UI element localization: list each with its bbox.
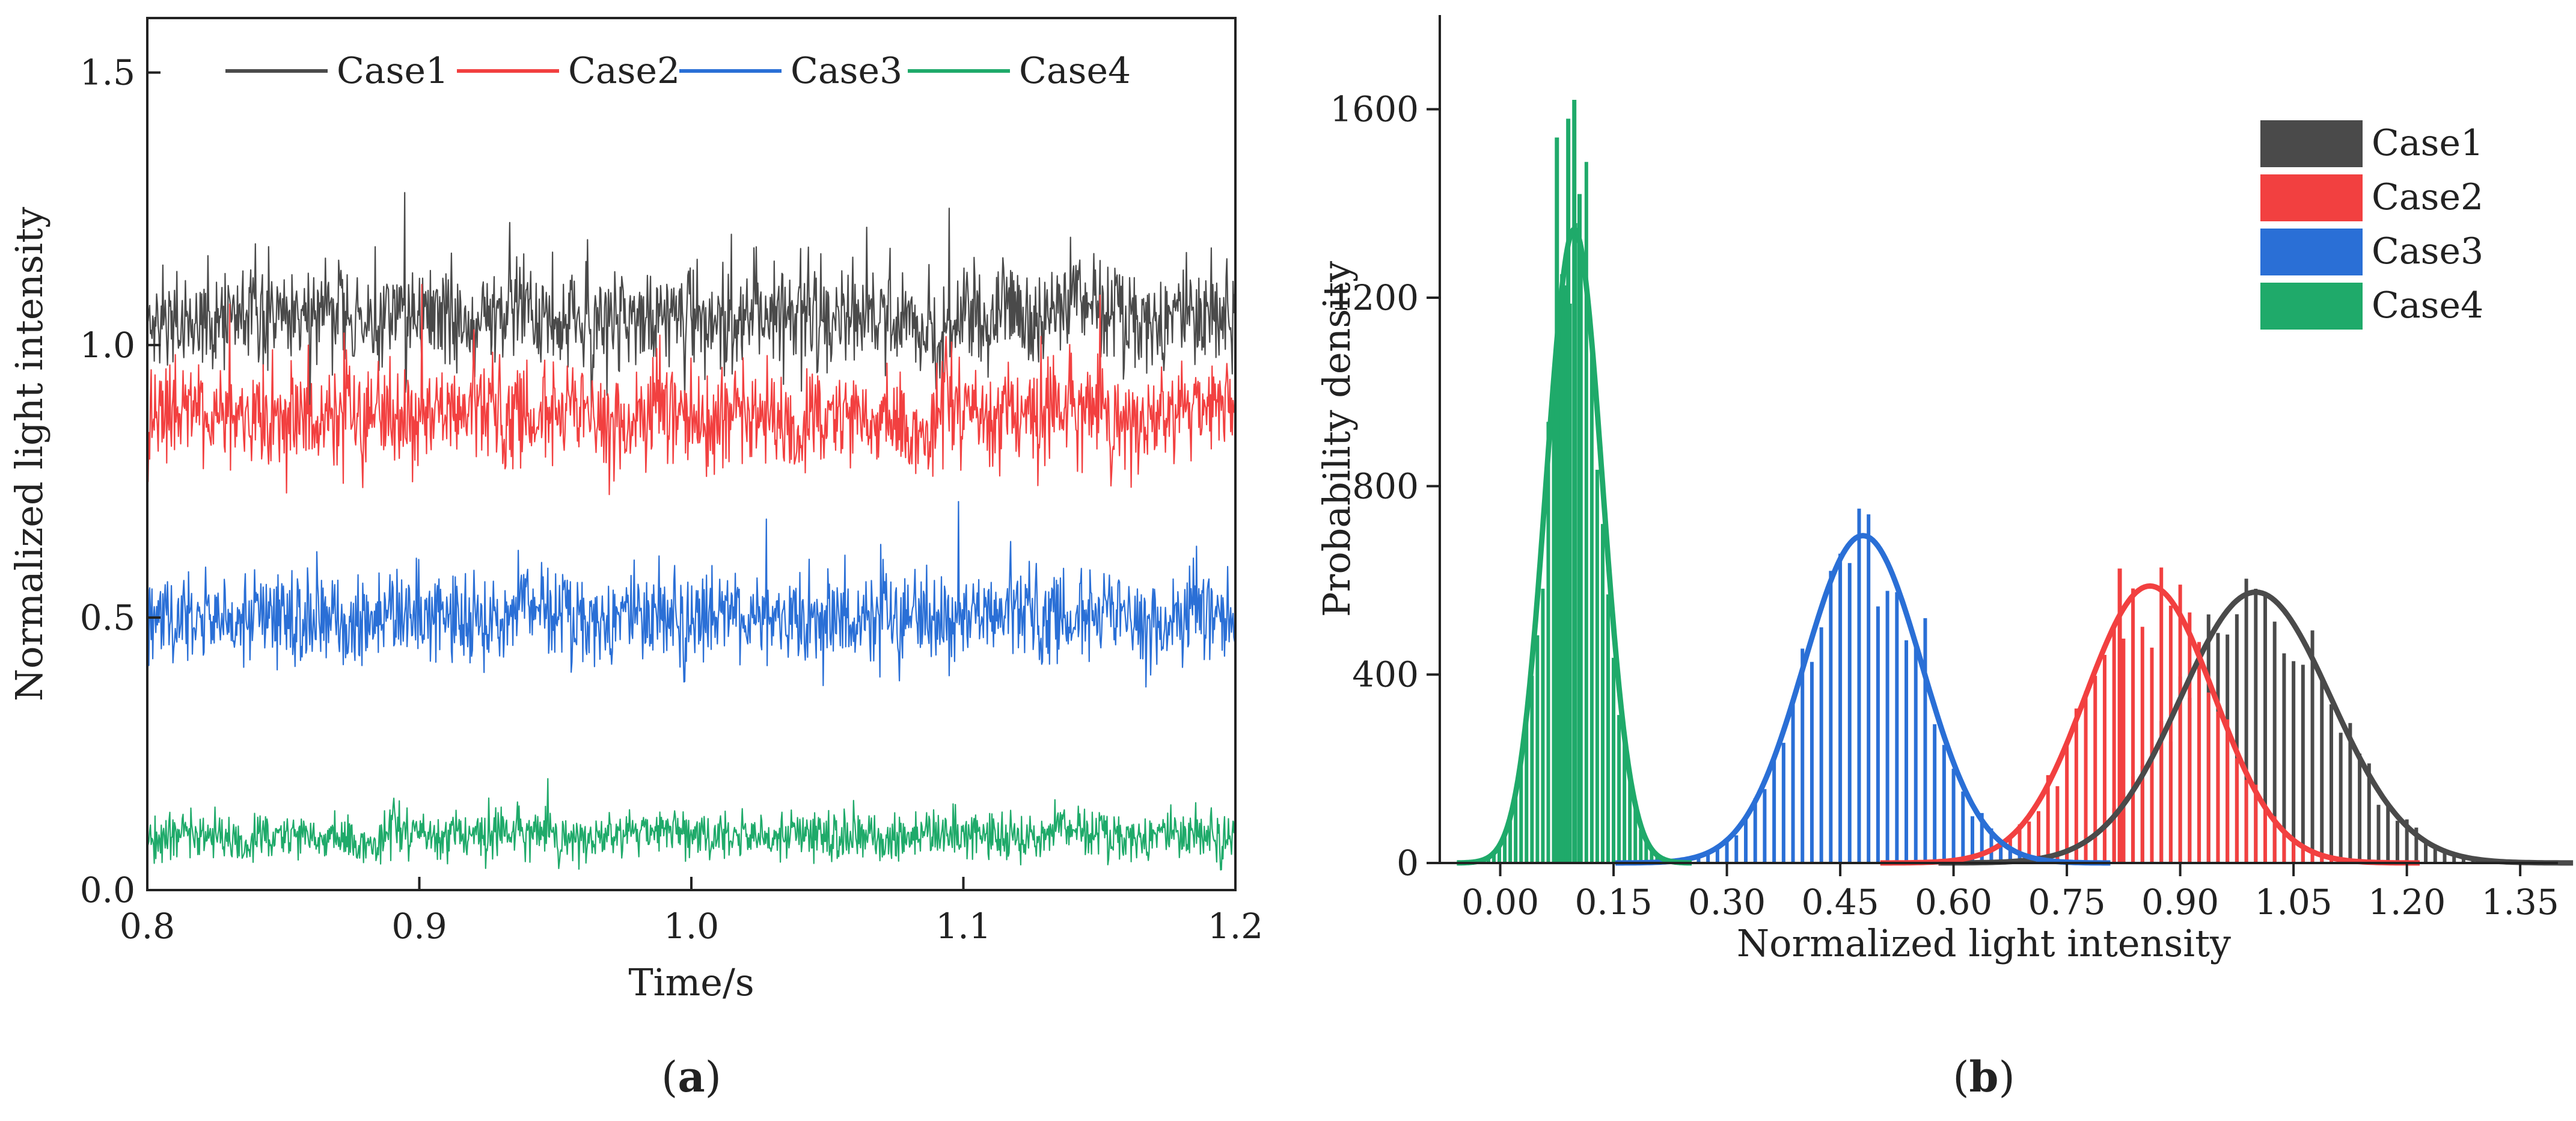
panel-b-legend-item-case2: Case2 (2260, 174, 2483, 221)
panel-b-bars-case3 (1687, 508, 2040, 863)
panel-b-y-axis-title: Probability density (1315, 261, 1359, 617)
panel-b-legend-item-case1: Case1 (2260, 120, 2483, 167)
panel-a-legend-label: Case3 (791, 50, 902, 92)
panel-b-legend-swatch (2260, 174, 2363, 221)
panel-a-time-series: 0.8 0.9 1.0 1.1 1.2 0.00.51.01.5 Case1 Case2 C… (7, 17, 1263, 1102)
panel-b-x-tick-label: 1.35 (2482, 882, 2559, 923)
panel-b-y-axis: 0 400 800 1200 1600 (1330, 89, 1440, 883)
panel-a-x-tick-label: 1.0 (664, 906, 719, 947)
panel-b-plot-area (1440, 15, 2558, 863)
panel-a-legend-label: Case1 (337, 50, 448, 92)
panel-b-legend-swatch (2260, 120, 2363, 167)
panel-b-legend-item-case3: Case3 (2260, 229, 2483, 275)
panel-b-x-tick-label: 0.00 (1461, 882, 1539, 923)
panel-a-y-tick-label: 0.0 (80, 870, 135, 911)
panel-a-x-tick-label: 1.2 (1208, 906, 1263, 947)
panel-b-x-tick-label: 1.20 (2368, 882, 2446, 923)
panel-a-label-letter: a (678, 1052, 705, 1102)
panel-b-legend-swatch (2260, 229, 2363, 275)
panel-b-legend-label: Case4 (2372, 284, 2483, 327)
panel-b-x-axis-title: Normalized light intensity (1737, 921, 2231, 965)
panel-b-legend-label: Case3 (2372, 230, 2483, 272)
panel-a-y-tick-label: 1.5 (80, 52, 135, 93)
panel-b-bars-group (1475, 100, 2494, 863)
panel-a-y-axis: 0.0 0.5 1.0 1.5 (80, 52, 161, 911)
panel-a-series-case2 (147, 284, 1237, 496)
panel-b-fit-curves-group (1457, 226, 2574, 866)
panel-b-x-tick-label: 0.75 (2028, 882, 2106, 923)
panel-b-label: (b) (1953, 1052, 2015, 1102)
panel-a-legend: Case1 Case2 Case3 Case4 (225, 50, 1131, 92)
panel-b-bars-case4 (1475, 162, 1675, 863)
panel-a-series-case3 (146, 500, 1237, 688)
panel-a-plot-area (147, 18, 1235, 890)
panel-b-legend-swatch (2260, 283, 2363, 330)
panel-a-legend-label: Case4 (1019, 50, 1131, 92)
panel-a-y-tick-label: 1.0 (80, 325, 135, 366)
panel-b-x-tick-label: 0.90 (2141, 882, 2219, 923)
panel-b-fit-curve-case2 (1880, 583, 2420, 866)
panel-b-x-tick-label: 0.45 (1802, 882, 1879, 923)
panel-b-y-tick-label: 400 (1352, 654, 1419, 695)
panel-b-y-tick-label: 800 (1352, 465, 1419, 506)
panel-a-x-axis-title: Time/s (628, 960, 754, 1004)
panel-a-label: (a) (661, 1052, 721, 1102)
panel-a-x-tick-label: 0.8 (120, 906, 175, 947)
panel-a-legend-label: Case2 (568, 50, 680, 92)
panel-b-x-tick-label: 0.30 (1688, 882, 1766, 923)
panel-b-label-letter: b (1969, 1052, 1999, 1102)
panel-b-fit-curve-case3 (1615, 533, 2111, 866)
panel-a-series-group (146, 192, 1237, 871)
panel-b-bars-case2 (1951, 567, 2343, 863)
panel-b-legend-label: Case1 (2372, 122, 2483, 164)
panel-b-y-tick-label: 1600 (1330, 89, 1419, 130)
panel-a-legend-item-case4: Case4 (908, 50, 1131, 92)
panel-a-y-axis-title: Normalized light intensity (7, 207, 51, 701)
panel-b-y-tick-label: 0 (1397, 843, 1419, 883)
panel-b-x-tick-label: 0.60 (1915, 882, 1992, 923)
panel-a-legend-item-case2: Case2 (457, 50, 680, 92)
panel-a-series-case1 (146, 192, 1237, 408)
panel-b-fit-curve-case4 (1457, 226, 1692, 866)
panel-b-y-tick-label: 1200 (1330, 277, 1419, 318)
panel-b-x-axis: 0.00 0.15 0.30 0.45 0.60 0.75 0.90 1.05 1.20 1.35 (1461, 863, 2559, 923)
panel-a-legend-item-case3: Case3 (679, 50, 902, 92)
panel-a-x-tick-label: 1.1 (935, 906, 991, 947)
panel-a-x-axis: 0.8 0.9 1.0 1.1 1.2 (120, 877, 1263, 947)
panel-a-series-case4 (146, 778, 1237, 871)
panel-b-histogram: 0.00 0.15 0.30 0.45 0.60 0.75 0.90 1.05 1.20 1.35… (1315, 15, 2574, 1102)
panel-a-x-tick-label: 0.9 (391, 906, 447, 947)
panel-b-legend-label: Case2 (2372, 176, 2483, 218)
panel-b-x-tick-label: 0.15 (1574, 882, 1652, 923)
panel-b-legend: Case1 Case2 Case3 Case4 (2260, 120, 2483, 330)
panel-b-legend-item-case4: Case4 (2260, 283, 2483, 330)
panel-b-x-tick-label: 1.05 (2255, 882, 2333, 923)
panel-a-y-tick-label: 0.5 (80, 597, 135, 638)
panel-a-legend-item-case1: Case1 (225, 50, 448, 92)
